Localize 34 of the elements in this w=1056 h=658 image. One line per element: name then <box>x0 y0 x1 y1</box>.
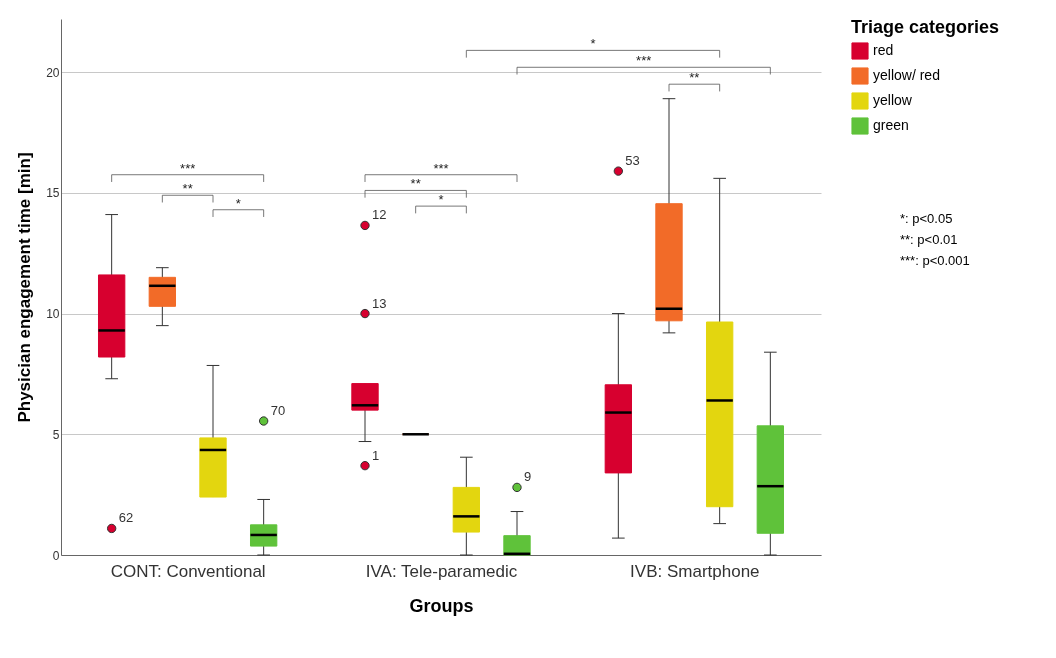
legend-label: yellow/ red <box>873 67 940 83</box>
text: ***: p<0.001 <box>900 252 970 270</box>
annotation: ** <box>410 176 421 192</box>
annotation: 1 <box>372 447 380 463</box>
legend-title: Triage categories <box>851 17 1000 37</box>
x-tick-label: IVA: Tele-paramedic <box>365 561 518 581</box>
annotation: 70 <box>270 403 286 418</box>
annotation: 9 <box>524 469 532 485</box>
annotation: 62 <box>118 510 134 526</box>
annotation: *** <box>636 53 652 69</box>
annotation: 53 <box>625 153 640 169</box>
annotation: 13 <box>372 295 387 311</box>
annotation: ** <box>182 181 193 197</box>
annotation: * <box>235 195 241 211</box>
y-tick-label: 20 <box>46 65 60 80</box>
y-tick-label: 15 <box>46 186 60 201</box>
text: **: p<0.01 <box>900 231 959 249</box>
annotation: *** <box>180 160 196 176</box>
y-tick-label: 5 <box>52 427 60 442</box>
x-axis-title: Groups <box>409 595 474 616</box>
annotation: ** <box>689 70 700 86</box>
text: *: p<0.05 <box>900 210 954 228</box>
y-tick-label: 0 <box>52 548 60 563</box>
legend-label: red <box>873 42 894 58</box>
y-tick-label: 10 <box>46 307 60 322</box>
legend-label: yellow <box>873 92 913 108</box>
annotation: 12 <box>372 207 387 223</box>
annotation: * <box>438 192 444 208</box>
x-tick-label: CONT: Conventional <box>110 561 266 581</box>
legend-label: green <box>873 117 909 133</box>
x-tick-label: IVB: Smartphone <box>630 561 760 581</box>
annotation: *** <box>433 160 449 176</box>
annotation: * <box>590 36 596 52</box>
y-axis-title: Physician engagement time [min] <box>15 152 35 423</box>
